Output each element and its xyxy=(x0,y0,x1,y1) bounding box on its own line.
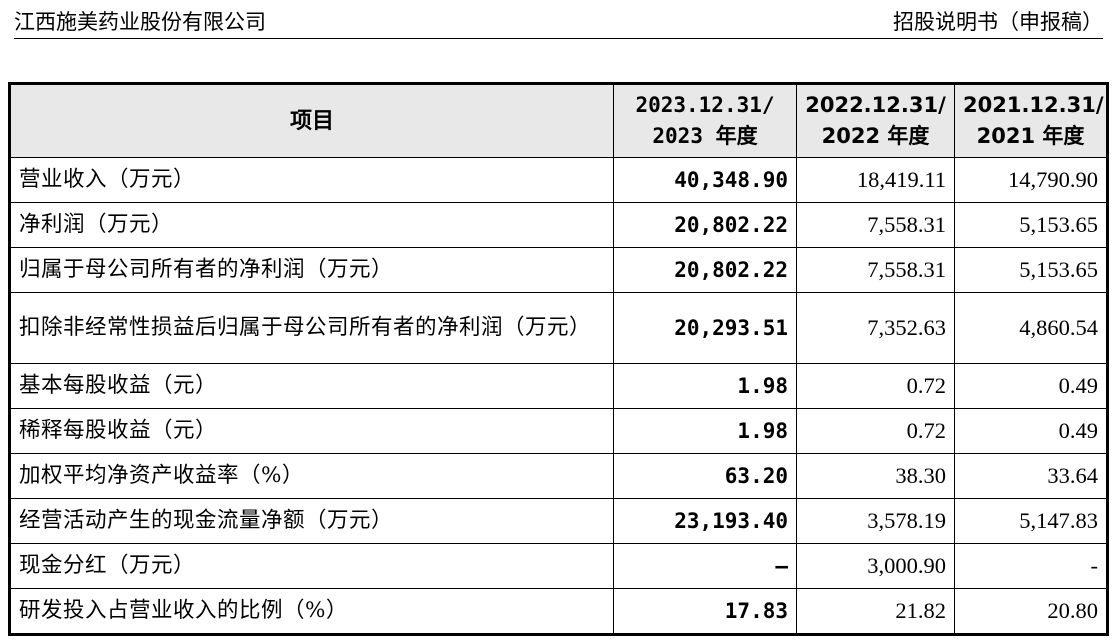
table-row: 净利润（万元） 20,802.22 7,558.31 5,153.65 xyxy=(9,202,1108,248)
value-2021: 20.80 xyxy=(954,588,1108,635)
value-2021: 4,860.54 xyxy=(954,292,1108,364)
table-row: 研发投入占营业收入的比例（%） 17.83 21.82 20.80 xyxy=(9,588,1108,635)
table-row: 扣除非经常性损益后归属于母公司所有者的净利润（万元） 20,293.51 7,3… xyxy=(9,292,1108,364)
value-2023: 63.20 xyxy=(613,453,797,499)
column-header-2022: 2022.12.31/ 2022 年度 xyxy=(796,83,955,158)
value-2022: 38.30 xyxy=(796,453,955,499)
row-label: 扣除非经常性损益后归属于母公司所有者的净利润（万元） xyxy=(9,292,614,364)
value-2023: 40,348.90 xyxy=(613,157,797,203)
value-2021: 0.49 xyxy=(954,363,1108,409)
value-2021: 5,153.65 xyxy=(954,247,1108,293)
row-label: 归属于母公司所有者的净利润（万元） xyxy=(9,247,614,293)
column-header-year: 2022 年度 xyxy=(821,124,930,148)
value-2022: 7,558.31 xyxy=(796,247,955,293)
value-2022: 0.72 xyxy=(796,408,955,454)
column-header-year: 2021 年度 xyxy=(976,124,1085,148)
table-row: 归属于母公司所有者的净利润（万元） 20,802.22 7,558.31 5,1… xyxy=(9,247,1108,293)
row-label: 稀释每股收益（元） xyxy=(9,408,614,454)
column-header-date: 2023.12.31/ xyxy=(635,93,775,117)
row-label: 基本每股收益（元） xyxy=(9,363,614,409)
value-2021: 5,153.65 xyxy=(954,202,1108,248)
value-2023: 23,193.40 xyxy=(613,498,797,544)
column-header-year: 2023 年度 xyxy=(652,124,758,148)
value-2022: 18,419.11 xyxy=(796,157,955,203)
value-2023: 17.83 xyxy=(613,588,797,635)
column-header-date: 2022.12.31/ xyxy=(805,93,946,117)
table-row: 营业收入（万元） 40,348.90 18,419.11 14,790.90 xyxy=(9,157,1108,203)
column-header-date: 2021.12.31/ xyxy=(963,93,1104,117)
table-row: 基本每股收益（元） 1.98 0.72 0.49 xyxy=(9,363,1108,409)
value-2023: 20,293.51 xyxy=(613,292,797,364)
value-2022: 0.72 xyxy=(796,363,955,409)
value-2023: 20,802.22 xyxy=(613,202,797,248)
row-label: 营业收入（万元） xyxy=(9,157,614,203)
table-row: 现金分红（万元） – 3,000.90 - xyxy=(9,543,1108,589)
financial-data-table: 项目 2023.12.31/ 2023 年度 2022.12.31/ 2022 … xyxy=(8,82,1109,636)
column-header-item: 项目 xyxy=(9,83,614,158)
value-2021: 0.49 xyxy=(954,408,1108,454)
table-row: 加权平均净资产收益率（%） 63.20 38.30 33.64 xyxy=(9,453,1108,499)
value-2023: 20,802.22 xyxy=(613,247,797,293)
value-2021: 33.64 xyxy=(954,453,1108,499)
table-header-row: 项目 2023.12.31/ 2023 年度 2022.12.31/ 2022 … xyxy=(9,83,1108,158)
company-name: 江西施美药业股份有限公司 xyxy=(14,10,266,34)
value-2023: 1.98 xyxy=(613,408,797,454)
column-header-2023: 2023.12.31/ 2023 年度 xyxy=(613,83,797,158)
row-label: 经营活动产生的现金流量净额（万元） xyxy=(9,498,614,544)
value-2023: – xyxy=(613,543,797,589)
value-2023: 1.98 xyxy=(613,363,797,409)
value-2022: 21.82 xyxy=(796,588,955,635)
value-2021: 14,790.90 xyxy=(954,157,1108,203)
row-label: 加权平均净资产收益率（%） xyxy=(9,453,614,499)
value-2022: 3,000.90 xyxy=(796,543,955,589)
value-2022: 3,578.19 xyxy=(796,498,955,544)
table-row: 稀释每股收益（元） 1.98 0.72 0.49 xyxy=(9,408,1108,454)
column-header-2021: 2021.12.31/ 2021 年度 xyxy=(954,83,1108,158)
table-row: 经营活动产生的现金流量净额（万元） 23,193.40 3,578.19 5,1… xyxy=(9,498,1108,544)
row-label: 现金分红（万元） xyxy=(9,543,614,589)
value-2022: 7,352.63 xyxy=(796,292,955,364)
value-2021: 5,147.83 xyxy=(954,498,1108,544)
value-2022: 7,558.31 xyxy=(796,202,955,248)
row-label: 研发投入占营业收入的比例（%） xyxy=(9,588,614,635)
value-2021: - xyxy=(954,543,1108,589)
row-label: 净利润（万元） xyxy=(9,202,614,248)
document-header: 江西施美药业股份有限公司 招股说明书（申报稿） xyxy=(14,0,1103,39)
document-type: 招股说明书（申报稿） xyxy=(893,10,1103,34)
